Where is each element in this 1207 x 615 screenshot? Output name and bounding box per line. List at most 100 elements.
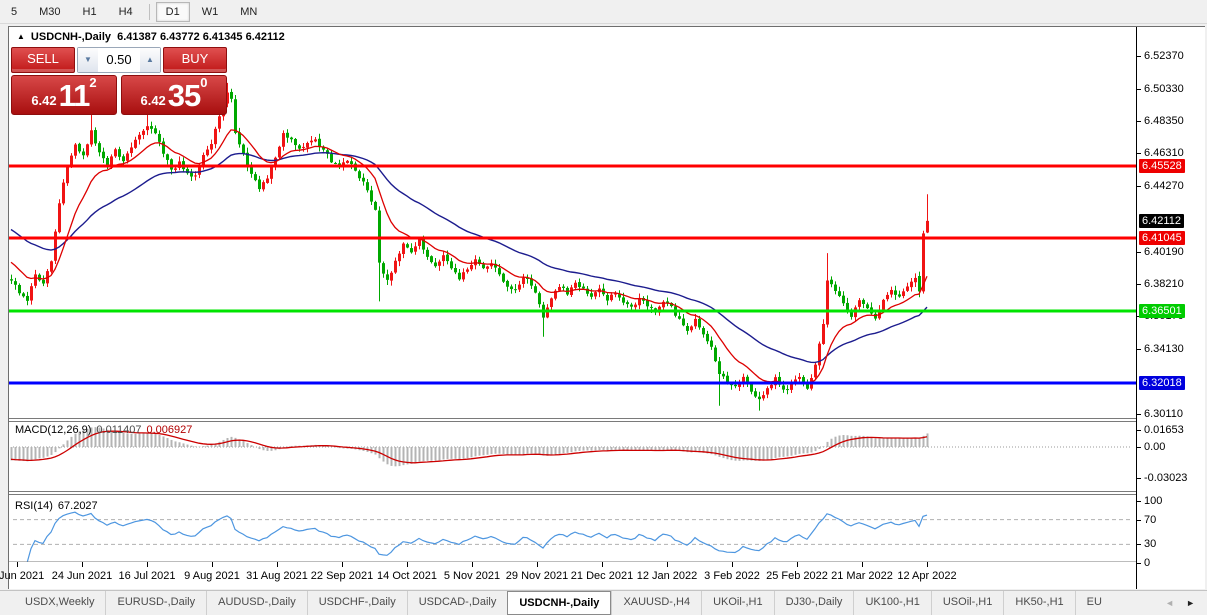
chart-tab-dj30-daily[interactable]: DJ30-,Daily: [773, 591, 854, 615]
price-tag: 6.45528: [1139, 159, 1185, 173]
bid-price-base: 6.42: [31, 93, 57, 108]
hline-6.36501[interactable]: [9, 309, 1136, 313]
date-label: 9 Aug 2021: [184, 570, 240, 582]
chart-canvas[interactable]: [9, 27, 1136, 589]
axis-tick: [1137, 120, 1141, 122]
price-axis-label: 0: [1144, 557, 1151, 569]
date-label: 3 Feb 2022: [704, 570, 760, 582]
chart-tab-usdcad-daily[interactable]: USDCAD-,Daily: [406, 591, 508, 615]
ask-price-box[interactable]: 6.42 35 0: [121, 75, 227, 115]
axis-tick: [1137, 56, 1141, 58]
pane-splitter-macd[interactable]: [9, 418, 1136, 422]
date-tick: [797, 562, 798, 567]
rsi-label: RSI(14) 67.2027: [15, 500, 98, 512]
tab-scroll-left-icon[interactable]: ◄: [1165, 598, 1175, 608]
date-label: 12 Apr 2022: [897, 570, 957, 582]
timeframe-button-m30[interactable]: M30: [39, 5, 61, 18]
price-axis-label: 70: [1144, 513, 1157, 526]
tab-scroll-right-icon[interactable]: ►: [1186, 598, 1195, 608]
volume-increase-button[interactable]: ▲: [140, 48, 160, 72]
hline-6.41045[interactable]: [9, 236, 1136, 240]
chart-tab-hk50-h1[interactable]: HK50-,H1: [1003, 591, 1074, 615]
chart-tab-eu[interactable]: EU: [1074, 591, 1113, 615]
date-label: 5 Nov 2021: [443, 570, 501, 582]
pane-splitter-rsi[interactable]: [9, 491, 1136, 495]
date-tick: [927, 562, 928, 567]
date-tick: [17, 562, 18, 567]
date-tick: [667, 562, 668, 567]
tab-scroll-arrows: ◄ ►: [1159, 591, 1207, 615]
ask-price-point: 0: [200, 75, 208, 90]
volume-value[interactable]: 0.50: [106, 52, 132, 67]
collapse-triangle-icon[interactable]: ▲: [17, 32, 25, 41]
date-tick: [862, 562, 863, 567]
axis-tick: [1137, 478, 1141, 480]
price-axis-label: 100: [1144, 495, 1163, 507]
sell-button[interactable]: SELL: [11, 47, 75, 73]
one-click-trading-widget: SELL ▼ 0.50 ▲ BUY 6.42 11 2 6.42 35 0: [11, 47, 227, 115]
chart-tab-usdchf-daily[interactable]: USDCHF-,Daily: [306, 591, 407, 615]
candles: [10, 82, 929, 411]
timeframe-button-h4[interactable]: H4: [118, 5, 133, 18]
axis-tick: [1137, 429, 1141, 431]
chart-tab-audusd-daily[interactable]: AUDUSD-,Daily: [206, 591, 307, 615]
price-tag: 6.41045: [1139, 231, 1185, 245]
macd-main-value: 0.011407: [96, 424, 142, 436]
rsi-line: [11, 511, 928, 564]
price-axis-label: -0.03023: [1144, 472, 1188, 485]
axis-tick: [1137, 283, 1141, 285]
timeframe-button-mn[interactable]: MN: [240, 5, 258, 18]
axis-tick: [1137, 88, 1141, 90]
date-label: 21 Mar 2022: [831, 570, 893, 582]
price-axis-label: 6.48350: [1144, 114, 1184, 127]
price-axis-label: 6.30110: [1144, 407, 1183, 420]
hline-6.45528[interactable]: [9, 164, 1136, 168]
price-axis-label: 6.40190: [1144, 245, 1184, 258]
date-tick: [732, 562, 733, 567]
date-label: 22 Sep 2021: [310, 570, 374, 582]
bid-price-box[interactable]: 6.42 11 2: [11, 75, 117, 115]
chart-tab-usdx-weekly[interactable]: USDX,Weekly: [25, 596, 95, 608]
price-axis-label: 6.34130: [1144, 343, 1184, 356]
timeframe-button-w1[interactable]: W1: [201, 5, 219, 18]
axis-tick: [1137, 501, 1141, 502]
axis-tick: [1137, 186, 1141, 188]
volume-stepper: ▼ 0.50 ▲: [77, 47, 161, 73]
timeframe-button-h1[interactable]: H1: [82, 5, 97, 18]
chart-symbol-period: USDCNH-,Daily: [30, 31, 111, 43]
axis-tick: [1137, 413, 1141, 415]
price-axis-label: 6.44270: [1144, 180, 1184, 193]
price-axis-label: 0.01653: [1144, 423, 1184, 436]
axis-tick: [1137, 447, 1141, 448]
date-label: 2 Jun 2021: [0, 570, 45, 582]
hline-6.32018[interactable]: [9, 381, 1136, 385]
price-axis-label: 6.52370: [1144, 50, 1184, 63]
rsi-name: RSI(14): [15, 500, 53, 512]
chart-tab-usoil-h1[interactable]: USOil-,H1: [930, 591, 1004, 615]
axis-tick: [1137, 544, 1141, 546]
chart-tab-ukoil-h1[interactable]: UKOil-,H1: [701, 591, 774, 615]
chart-title: ▲ USDCNH-,Daily 6.41387 6.43772 6.41345 6…: [17, 31, 285, 43]
rsi-value: 67.2027: [57, 500, 98, 512]
date-tick: [602, 562, 603, 567]
price-tag: 6.42112: [1139, 213, 1184, 228]
price-axis-label: 6.46310: [1144, 147, 1184, 160]
date-label: 16 Jul 2021: [118, 570, 176, 582]
timeframe-button-d1[interactable]: D1: [155, 1, 190, 22]
chart-tab-uk100-h1[interactable]: UK100-,H1: [853, 591, 930, 615]
chart-ohlc-values: 6.41387 6.43772 6.41345 6.42112: [117, 31, 285, 43]
date-label: 29 Nov 2021: [505, 570, 569, 582]
volume-decrease-button[interactable]: ▼: [78, 48, 98, 72]
chart-tab-usdcnh-daily[interactable]: USDCNH-,Daily: [507, 591, 612, 615]
bid-price-point: 2: [89, 75, 97, 90]
buy-button[interactable]: BUY: [163, 47, 227, 73]
ask-price-pips: 35: [167, 78, 201, 113]
price-axis-label: 0.00: [1144, 441, 1166, 453]
timeframe-button-5[interactable]: 5: [11, 5, 18, 18]
price-axis-label: 6.38210: [1144, 277, 1184, 290]
chart-tab-eurusd-daily[interactable]: EURUSD-,Daily: [105, 591, 206, 615]
date-tick: [82, 562, 83, 567]
chart-tab-xauusd-h4[interactable]: XAUUSD-,H4: [611, 591, 701, 615]
macd-signal-line: [10, 430, 928, 464]
date-label: 21 Dec 2021: [570, 570, 634, 582]
